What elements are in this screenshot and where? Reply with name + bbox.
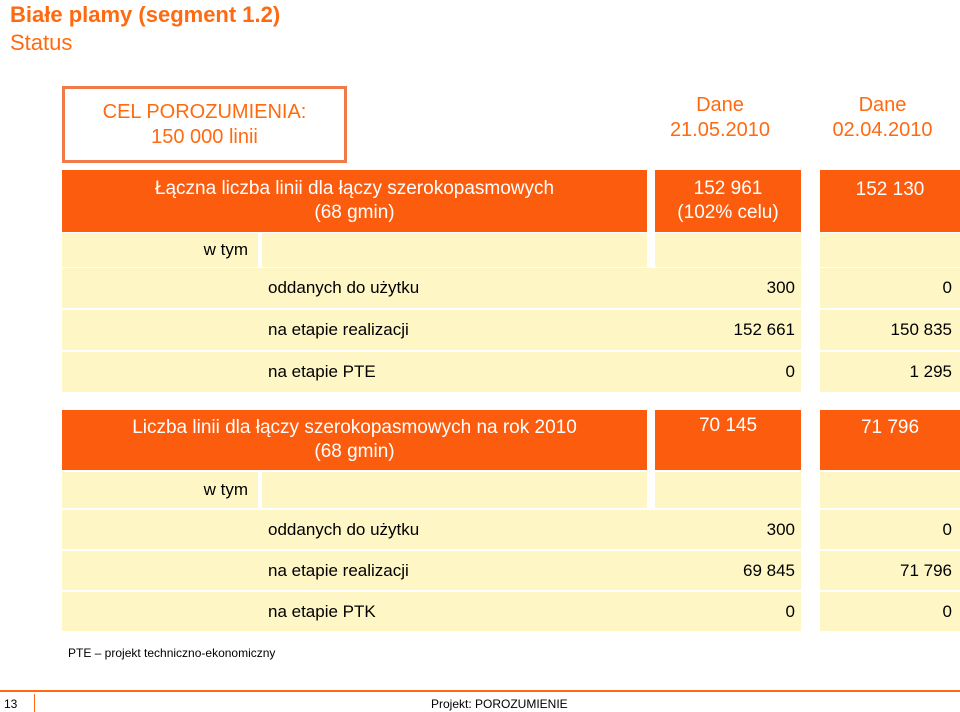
section1-label-line1: Łączna liczba linii dla łączy szerokopas… — [154, 178, 555, 199]
section1-row-1-a: 152 661 — [733, 320, 795, 339]
page-number: 13 — [4, 697, 18, 711]
page-subtitle: Status — [10, 30, 73, 55]
section2-label-line1: Liczba linii dla łączy szerokopasmowych … — [132, 417, 577, 438]
section2-label-line2: (68 gmin) — [314, 441, 395, 462]
section2-total-b: 71 796 — [820, 410, 960, 470]
section1-total-a: 152 961 (102% celu) — [655, 170, 801, 232]
section1-row-1-bg — [62, 310, 801, 350]
section1-total-a-line2: (102% celu) — [677, 202, 779, 223]
goal-line2: 150 000 linii — [151, 125, 258, 148]
section2-row-2-label: na etapie PTK — [268, 601, 376, 621]
section2-row-1-bg — [62, 551, 801, 590]
section2-row-1-label: na etapie realizacji — [268, 560, 409, 580]
section2-label: Liczba linii dla łączy szerokopasmowych … — [62, 410, 647, 470]
footer-separator — [34, 694, 35, 712]
section2-row-0-label: oddanych do użytku — [268, 519, 420, 539]
section2-total-b-value: 71 796 — [860, 417, 920, 438]
section1-label: Łączna liczba linii dla łączy szerokopas… — [62, 170, 647, 232]
section1-row-2-bg — [62, 352, 801, 392]
column-header-a: Dane 21.05.2010 — [655, 92, 785, 144]
section1-row-2-label: na etapie PTE — [268, 362, 376, 381]
section2-row-2-b: 0 — [820, 592, 960, 631]
section1-total-a-line1: 152 961 — [693, 178, 763, 199]
section1-wtym-blank-a — [655, 233, 801, 267]
section2-row-1-a: 69 845 — [743, 560, 795, 580]
section2-row-1-b: 71 796 — [820, 551, 960, 590]
section1-row-2-a: 0 — [785, 362, 795, 381]
section2-row-2-a: 0 — [785, 601, 795, 621]
section2-wtym-blank — [262, 472, 647, 508]
section2-wtym: w tym — [62, 472, 258, 508]
column-a-line1: Dane — [696, 94, 744, 116]
footer-divider — [0, 690, 960, 692]
section1-row-1-label: na etapie realizacji — [268, 320, 409, 339]
footer-project: Projekt: POROZUMIENIE — [431, 697, 568, 711]
column-a-line2: 21.05.2010 — [669, 119, 771, 141]
section1-wtym-blank-b — [820, 233, 960, 267]
section2-row-0-a: 300 — [766, 519, 795, 539]
section1-row-0-a: 300 — [766, 278, 795, 297]
section1-total-b-value: 152 130 — [855, 179, 925, 200]
section2-wtym-blank-a — [655, 472, 801, 508]
column-header-b: Dane 02.04.2010 — [815, 92, 950, 144]
section1-row-1-b: 150 835 — [820, 310, 960, 350]
section1-row-0-label: oddanych do użytku — [268, 278, 420, 297]
section2-row-0-bg — [62, 510, 801, 549]
section1-row-2-b: 1 295 — [820, 352, 960, 392]
goal-line1: CEL POROZUMIENIA: — [102, 100, 307, 123]
section2-row-0-b: 0 — [820, 510, 960, 549]
goal-box: CEL POROZUMIENIA: 150 000 linii — [62, 86, 347, 163]
section2-wtym-blank-b — [820, 472, 960, 508]
section1-total-b: 152 130 — [820, 170, 960, 232]
footnote: PTE – projekt techniczno-ekonomiczny — [68, 646, 276, 660]
section1-wtym: w tym — [62, 233, 258, 267]
section2-row-2-bg — [62, 592, 801, 631]
page-title: Białe plamy (segment 1.2) — [10, 2, 281, 27]
section1-row-0-b: 0 — [820, 268, 960, 308]
section2-total-a: 70 145 — [655, 410, 801, 470]
column-b-line1: Dane — [858, 94, 907, 116]
column-b-line2: 02.04.2010 — [832, 119, 933, 141]
section1-row-0-bg — [62, 268, 801, 308]
section1-wtym-blank — [262, 233, 647, 267]
section2-total-a-value: 70 145 — [698, 415, 758, 436]
section1-label-line2: (68 gmin) — [314, 202, 395, 223]
